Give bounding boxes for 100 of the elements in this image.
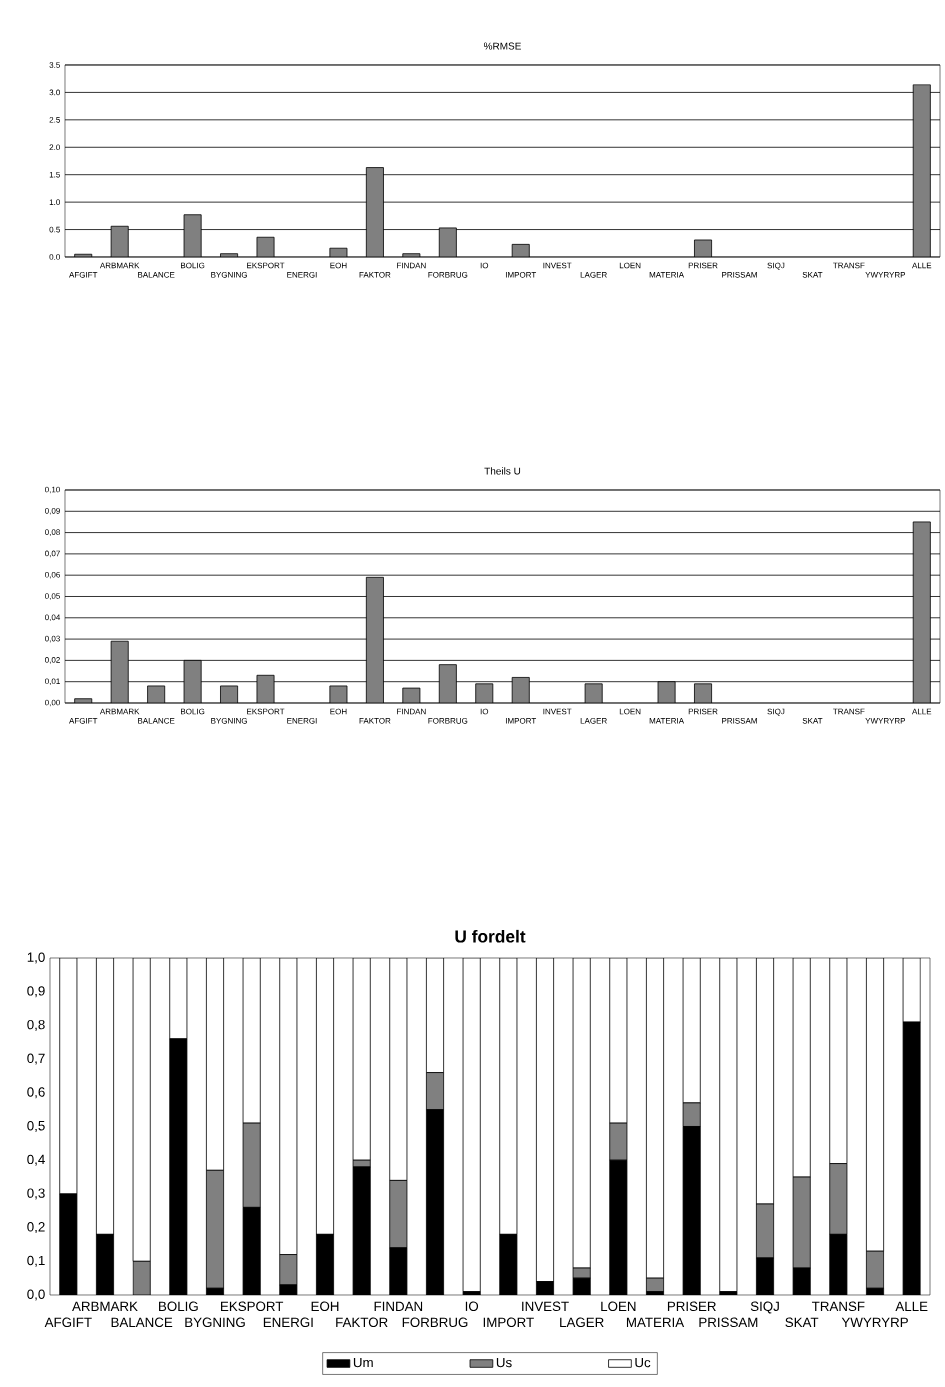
x-tick-label: FAKTOR — [336, 1317, 388, 1328]
x-tick-label: FINDAN — [374, 1301, 423, 1311]
x-tick-label: SIQJ — [767, 262, 785, 270]
y-tick-label: 1,0 — [27, 952, 45, 964]
x-tick-label: INVEST — [543, 262, 572, 269]
y-tick-label: 0,07 — [45, 550, 60, 558]
x-tick-label: LOEN — [619, 262, 641, 269]
x-tick-label: MATERIA — [626, 1317, 685, 1327]
x-tick-label: BOLIG — [159, 1301, 198, 1312]
x-tick-label: ALLE — [912, 708, 932, 715]
x-tick-label: BALANCE — [111, 1317, 173, 1328]
x-tick-label: BYGNING — [185, 1317, 245, 1328]
x-tick-label: FORBRUG — [428, 717, 468, 724]
x-tick-label: PRISER — [688, 262, 718, 269]
legend-label: Uc — [635, 1357, 651, 1368]
x-tick-label: ARBMARK — [99, 262, 140, 269]
y-tick-label: 1.5 — [49, 171, 60, 178]
x-tick-label: ARBMARK — [72, 1301, 138, 1311]
chart-title: %RMSE — [483, 42, 521, 50]
x-tick-label: FORBRUG — [402, 1317, 468, 1328]
y-tick-label: 0.5 — [49, 226, 60, 233]
x-tick-label: FAKTOR — [359, 271, 391, 278]
x-tick-label: FAKTOR — [359, 717, 391, 724]
y-tick-label: 0,10 — [45, 486, 60, 494]
y-tick-label: 2.5 — [49, 117, 60, 123]
x-tick-label: BALANCE — [138, 271, 175, 278]
x-tick-label: IO — [480, 262, 489, 269]
y-tick-label: 1.0 — [49, 199, 60, 205]
x-tick-label: PRISSAM — [722, 717, 757, 724]
y-tick-label: 0,9 — [27, 986, 45, 998]
x-tick-label: SIQJ — [767, 708, 785, 716]
y-tick-label: 0,01 — [45, 678, 60, 685]
y-tick-label: 3.0 — [49, 89, 60, 96]
x-tick-label: TRANSF — [833, 262, 865, 269]
x-tick-label: FORBRUG — [428, 271, 468, 278]
x-tick-label: YWYRYRP — [841, 1317, 908, 1327]
legend-label: Um — [353, 1357, 373, 1368]
x-tick-label: TRANSF — [811, 1301, 865, 1312]
x-tick-label: ALLE — [895, 1301, 928, 1311]
x-tick-label: LOEN — [619, 708, 641, 715]
x-tick-label: SKAT — [802, 271, 823, 278]
x-tick-label: PRISER — [688, 708, 718, 715]
x-tick-label: SKAT — [785, 1317, 819, 1328]
x-tick-label: SIQJ — [750, 1301, 779, 1314]
x-tick-label: PRISER — [667, 1301, 716, 1312]
x-tick-label: LOEN — [601, 1301, 636, 1312]
x-tick-label: EKSPORT — [247, 262, 285, 269]
x-tick-label: TRANSF — [833, 708, 865, 715]
x-tick-label: EKSPORT — [247, 708, 285, 715]
x-tick-label: IMPORT — [483, 1317, 534, 1328]
y-tick-label: 0,3 — [27, 1188, 45, 1200]
y-tick-label: 3.5 — [49, 62, 60, 68]
x-tick-label: ARBMARK — [99, 708, 140, 715]
y-tick-label: 0,0 — [27, 1289, 45, 1301]
x-tick-label: BALANCE — [138, 717, 175, 724]
x-tick-label: IO — [480, 708, 489, 715]
x-tick-label: BOLIG — [181, 262, 205, 269]
y-tick-label: 0,02 — [45, 657, 60, 664]
y-tick-label: 0,05 — [45, 593, 60, 600]
y-tick-label: 2.0 — [49, 144, 60, 151]
y-tick-label: 0.0 — [49, 254, 60, 260]
y-tick-label: 0,06 — [45, 571, 60, 579]
x-tick-label: AFGIFT — [69, 717, 98, 724]
x-tick-label: ENERGI — [263, 1317, 313, 1328]
x-tick-label: FINDAN — [397, 262, 426, 269]
x-tick-label: EOH — [330, 708, 347, 715]
x-tick-label: BYGNING — [211, 717, 247, 724]
y-tick-label: 0,6 — [27, 1087, 45, 1099]
x-tick-label: YWYRYRP — [865, 272, 906, 278]
x-tick-label: PRISSAM — [722, 271, 757, 278]
y-tick-label: 0,8 — [27, 1019, 45, 1031]
y-tick-label: 0,00 — [45, 699, 60, 707]
x-tick-label: FINDAN — [397, 708, 426, 715]
x-tick-label: INVEST — [522, 1301, 569, 1312]
x-tick-label: ENERGI — [287, 717, 317, 724]
y-tick-label: 0,5 — [27, 1120, 45, 1133]
y-tick-label: 0,1 — [27, 1255, 45, 1267]
x-tick-label: LAGER — [560, 1317, 604, 1328]
y-tick-label: 0,4 — [27, 1154, 45, 1166]
y-tick-label: 0,04 — [45, 614, 61, 622]
x-tick-label: INVEST — [543, 708, 572, 715]
x-tick-label: BOLIG — [181, 708, 205, 715]
y-tick-label: 0,09 — [45, 507, 60, 515]
x-tick-label: MATERIA — [649, 718, 685, 724]
y-tick-label: 0,08 — [45, 529, 60, 536]
x-tick-label: ENERGI — [287, 271, 317, 278]
chart-title: Theils U — [484, 467, 521, 475]
y-tick-label: 0,03 — [45, 635, 60, 643]
x-tick-label: EOH — [311, 1301, 339, 1312]
x-tick-label: IO — [465, 1301, 479, 1312]
y-tick-label: 0,7 — [27, 1053, 45, 1065]
x-tick-label: YWYRYRP — [865, 718, 906, 724]
x-tick-label: IMPORT — [505, 717, 537, 724]
x-tick-label: BYGNING — [211, 271, 247, 278]
x-tick-label: MATERIA — [649, 272, 685, 278]
x-tick-label: EOH — [330, 262, 347, 269]
x-tick-label: IMPORT — [505, 271, 537, 278]
x-tick-label: ALLE — [912, 262, 932, 269]
y-tick-label: 0,2 — [27, 1222, 45, 1234]
x-tick-label: AFGIFT — [69, 271, 98, 278]
